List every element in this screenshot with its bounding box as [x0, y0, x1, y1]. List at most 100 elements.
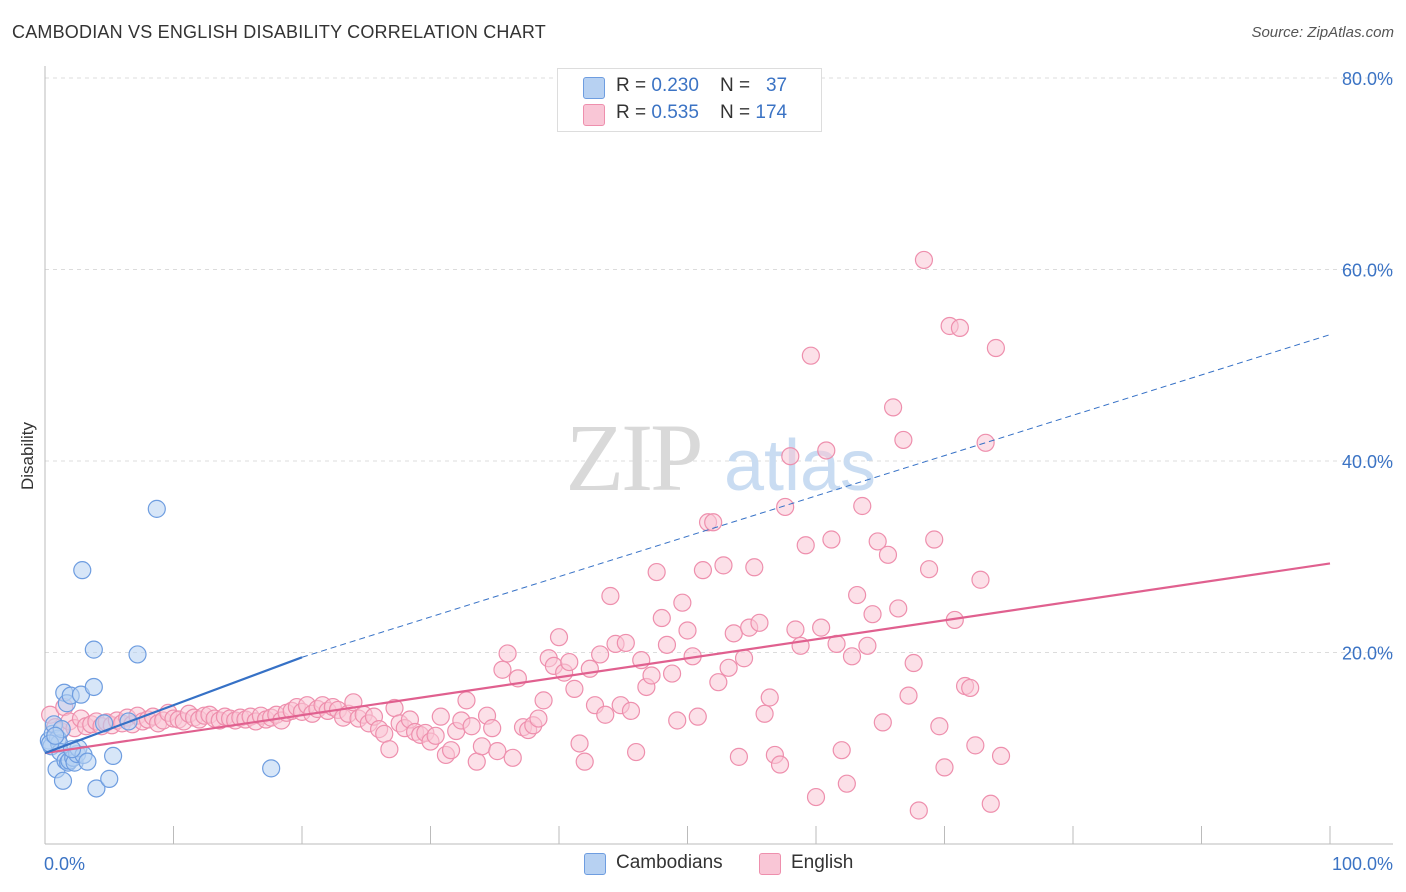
english-point: [842, 647, 862, 666]
x-tick-label: 100.0%: [1332, 854, 1393, 874]
r-label: R =: [616, 75, 652, 96]
english-point: [878, 545, 898, 564]
english-point: [770, 755, 790, 774]
english-point: [714, 556, 733, 575]
english-point: [462, 717, 481, 736]
english-point: [801, 346, 820, 365]
english-point: [981, 794, 1000, 813]
english-point: [750, 613, 769, 632]
y-tick-label: 80.0%: [1342, 69, 1393, 89]
x-tick-label: 0.0%: [44, 854, 85, 874]
english-point: [575, 752, 594, 771]
english-point: [745, 558, 764, 577]
english-point: [647, 562, 666, 582]
english-point: [817, 441, 836, 460]
english-point: [760, 688, 779, 707]
english-point: [853, 496, 872, 516]
cambodians-point: [100, 769, 119, 788]
cambodians-point: [104, 746, 123, 766]
english-point: [904, 653, 923, 673]
english-point: [719, 658, 738, 677]
chart-title: CAMBODIAN VS ENGLISH DISABILITY CORRELAT…: [12, 22, 546, 42]
english-point: [426, 726, 445, 745]
english-point: [734, 649, 754, 668]
english-point: [889, 599, 908, 618]
y-tick-label: 40.0%: [1342, 452, 1393, 472]
cambodians-swatch: [583, 77, 605, 99]
english-point: [986, 338, 1006, 358]
cambodians-point: [84, 677, 103, 697]
english-point: [950, 318, 970, 338]
english-trend-line: [44, 562, 1331, 755]
english-point: [668, 711, 687, 730]
english-point: [652, 608, 671, 628]
english-point: [380, 740, 399, 759]
english-point: [580, 659, 599, 678]
english-point: [441, 741, 461, 760]
correlation-legend: R = 0.230 N = 37 R = 0.535 N = 174: [557, 68, 822, 132]
english-point: [786, 620, 805, 639]
y-tick-label: 60.0%: [1342, 261, 1393, 281]
n-label: N =: [720, 75, 756, 96]
cambodians-point: [128, 645, 147, 664]
english-point: [549, 628, 569, 647]
english-point: [565, 679, 584, 698]
english-point: [919, 560, 939, 579]
english-point: [457, 691, 476, 710]
english-point: [873, 713, 892, 732]
english-point: [925, 530, 944, 549]
english-point: [657, 635, 677, 654]
english-point: [662, 664, 682, 683]
english-point: [729, 747, 749, 766]
english-point: [534, 691, 553, 710]
english-point: [678, 621, 697, 640]
cambodians-trend-line: [44, 656, 303, 755]
cambodians-point: [147, 499, 166, 518]
cambodians-point: [262, 759, 281, 778]
trend-lines: [44, 334, 1331, 755]
n-label: N =: [720, 102, 756, 123]
english-point: [621, 701, 641, 721]
english-point: [642, 666, 661, 685]
english-point: [591, 645, 610, 664]
y-axis-label: Disability: [18, 421, 37, 490]
legend-row-text: R = 0.230 N = 37: [616, 75, 787, 97]
english-point: [863, 605, 882, 624]
english-point: [570, 734, 589, 753]
english-point: [914, 250, 934, 270]
cambodians-swatch: [584, 853, 606, 875]
cambodians-point: [73, 561, 92, 580]
english-point: [909, 801, 928, 820]
english-point: [822, 530, 841, 549]
english-point: [961, 678, 980, 698]
english-point: [529, 709, 548, 728]
english-point: [837, 774, 856, 793]
english-point: [596, 705, 615, 724]
english-point: [812, 618, 831, 637]
english-point: [472, 737, 491, 756]
english-point: [483, 719, 502, 738]
english-point: [991, 746, 1011, 766]
english-point: [806, 787, 826, 807]
english-point: [503, 748, 522, 767]
english-swatch: [759, 853, 781, 875]
english-point: [796, 536, 815, 555]
r-value: 0.230: [651, 75, 699, 96]
english-point: [848, 585, 867, 605]
english-point: [601, 586, 620, 606]
english-point: [498, 644, 517, 663]
english-point: [858, 636, 877, 655]
data-points: [39, 250, 1011, 820]
tick-labels: 20.0% 40.0% 60.0% 80.0% 0.0% 100.0%: [44, 69, 1393, 874]
legend-label: Cambodians: [616, 852, 723, 873]
english-point: [832, 741, 851, 760]
n-value: 37: [765, 75, 788, 96]
r-label: R =: [616, 102, 652, 123]
watermark-zip: ZIP: [566, 404, 701, 511]
cambodians-point: [84, 640, 103, 659]
english-point: [626, 742, 646, 762]
english-point: [935, 758, 954, 777]
english-point: [493, 660, 512, 679]
english-point: [868, 532, 887, 551]
english-point: [688, 707, 707, 726]
